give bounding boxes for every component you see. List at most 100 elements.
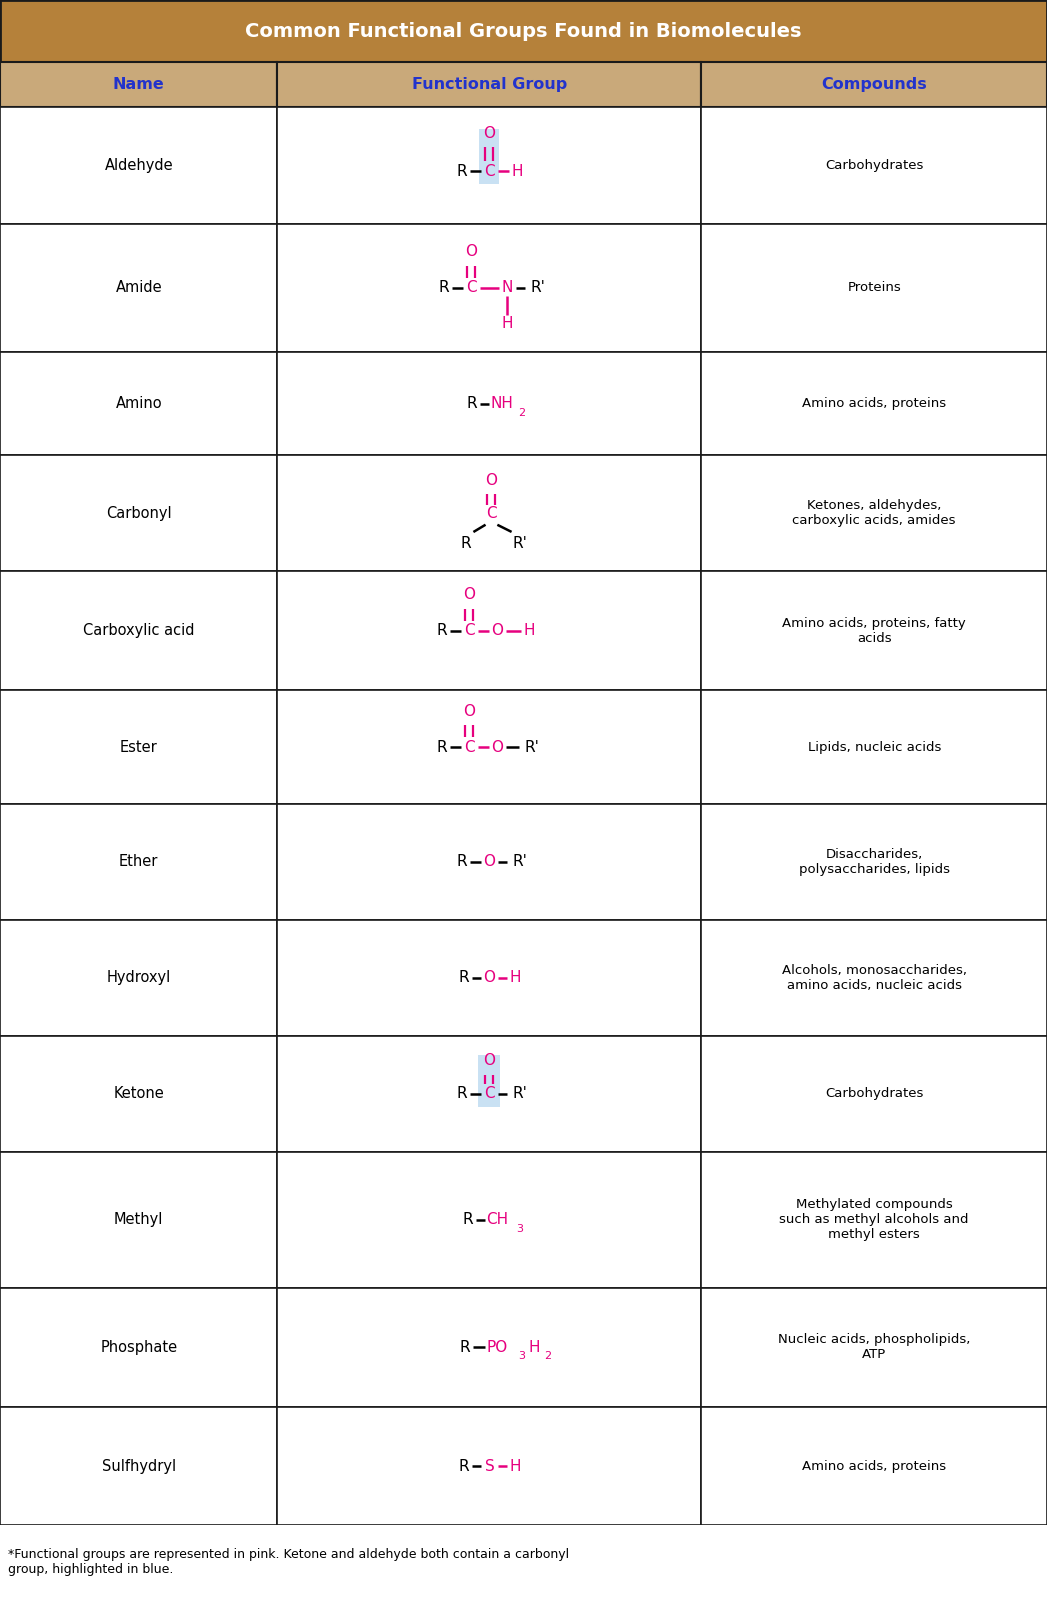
Text: Amino: Amino (115, 396, 162, 411)
Text: R: R (456, 1087, 467, 1101)
Bar (701, 224, 1047, 352)
Text: R': R' (512, 1087, 527, 1101)
Bar (0, 1526, 1047, 1598)
Text: R': R' (525, 740, 539, 754)
Text: H: H (510, 970, 521, 986)
Text: O: O (484, 855, 495, 869)
Text: R: R (459, 1459, 469, 1473)
Text: Phosphate: Phosphate (101, 1339, 177, 1355)
Text: C: C (484, 1087, 495, 1101)
Text: N: N (502, 280, 513, 296)
Bar (277, 62, 701, 107)
Bar (0, 920, 277, 1036)
Text: S: S (485, 1459, 494, 1473)
Text: C: C (484, 163, 495, 179)
Bar (277, 572, 701, 690)
Text: 2: 2 (543, 1352, 551, 1361)
Bar (701, 62, 1047, 107)
Bar (701, 107, 1047, 224)
Text: O: O (491, 623, 504, 638)
Text: Common Functional Groups Found in Biomolecules: Common Functional Groups Found in Biomol… (245, 22, 802, 40)
Text: O: O (484, 126, 495, 141)
Bar (0, 352, 277, 455)
Text: R: R (461, 535, 471, 551)
Bar (0, 455, 277, 572)
Bar (277, 1152, 701, 1288)
Text: C: C (466, 280, 476, 296)
Text: R': R' (512, 535, 527, 551)
Text: Carbonyl: Carbonyl (106, 507, 172, 521)
Bar (0, 1288, 277, 1406)
Text: R: R (466, 396, 476, 411)
Text: O: O (491, 740, 504, 754)
Bar (0, 690, 277, 804)
Bar (277, 1036, 701, 1152)
Text: R: R (456, 855, 467, 869)
Text: R': R' (512, 855, 527, 869)
Bar (701, 455, 1047, 572)
Bar (277, 804, 701, 920)
Text: O: O (484, 1053, 495, 1067)
Text: R': R' (530, 280, 544, 296)
Text: Amino acids, proteins: Amino acids, proteins (802, 1459, 946, 1472)
Text: R: R (456, 163, 467, 179)
Bar (701, 352, 1047, 455)
Text: 3: 3 (516, 1224, 522, 1234)
Bar (701, 1288, 1047, 1406)
Bar (277, 690, 701, 804)
Bar (277, 1288, 701, 1406)
Bar (277, 107, 701, 224)
Bar (480, 129, 499, 184)
Text: Carbohydrates: Carbohydrates (825, 158, 923, 171)
Bar (0, 1036, 277, 1152)
Text: CH: CH (487, 1213, 509, 1227)
Text: H: H (529, 1339, 540, 1355)
Text: H: H (512, 163, 524, 179)
Text: Functional Group: Functional Group (411, 77, 567, 93)
Text: Amino acids, proteins: Amino acids, proteins (802, 396, 946, 411)
Bar (277, 920, 701, 1036)
Text: Amide: Amide (115, 280, 162, 296)
Bar (701, 1406, 1047, 1526)
Text: Ester: Ester (119, 740, 158, 754)
Text: Alcohols, monosaccharides,
amino acids, nucleic acids: Alcohols, monosaccharides, amino acids, … (782, 964, 966, 992)
Text: Ether: Ether (119, 855, 158, 869)
Text: Hydroxyl: Hydroxyl (107, 970, 171, 986)
Text: Ketone: Ketone (113, 1087, 164, 1101)
Text: Amino acids, proteins, fatty
acids: Amino acids, proteins, fatty acids (782, 617, 966, 644)
Bar (277, 352, 701, 455)
Text: *Functional groups are represented in pink. Ketone and aldehyde both contain a c: *Functional groups are represented in pi… (8, 1548, 570, 1576)
Text: O: O (486, 473, 497, 487)
Bar (701, 920, 1047, 1036)
Bar (0, 572, 277, 690)
Bar (478, 1055, 500, 1107)
Bar (277, 455, 701, 572)
Bar (701, 572, 1047, 690)
Bar (277, 1406, 701, 1526)
Text: Aldehyde: Aldehyde (105, 158, 173, 173)
Bar (701, 1152, 1047, 1288)
Bar (701, 1036, 1047, 1152)
Text: C: C (464, 623, 474, 638)
Text: H: H (524, 623, 535, 638)
Text: R: R (459, 970, 469, 986)
Bar (701, 804, 1047, 920)
Bar (0, 804, 277, 920)
Text: R: R (437, 740, 447, 754)
Text: R: R (462, 1213, 473, 1227)
Bar (0, 107, 277, 224)
Text: Ketones, aldehydes,
carboxylic acids, amides: Ketones, aldehydes, carboxylic acids, am… (793, 499, 956, 527)
Bar (0, 224, 277, 352)
Text: Carboxylic acid: Carboxylic acid (83, 623, 195, 638)
Text: C: C (486, 507, 496, 521)
Bar (277, 224, 701, 352)
Bar (0, 1406, 277, 1526)
Text: C: C (464, 740, 474, 754)
Text: R: R (437, 623, 447, 638)
Bar (0, 62, 277, 107)
Text: Nucleic acids, phospholipids,
ATP: Nucleic acids, phospholipids, ATP (778, 1333, 971, 1361)
Text: 2: 2 (518, 407, 525, 417)
Text: Carbohydrates: Carbohydrates (825, 1087, 923, 1099)
Text: PO: PO (487, 1339, 508, 1355)
Text: NH: NH (490, 396, 513, 411)
